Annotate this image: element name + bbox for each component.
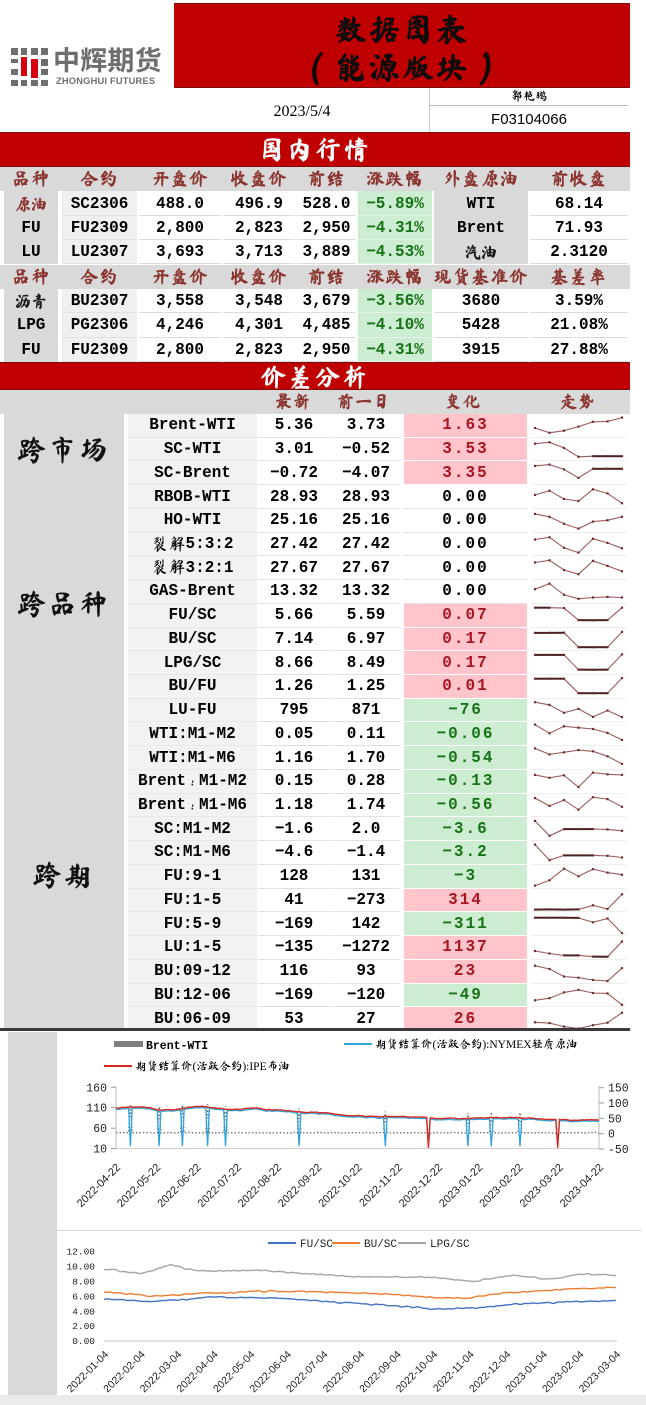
svg-text:Brent-WTI: Brent-WTI [146,1040,208,1053]
svg-text:50: 50 [608,1113,622,1126]
svg-text:-50: -50 [608,1144,629,1157]
svg-text:8.00: 8.00 [72,1277,95,1288]
svg-text:10: 10 [93,1144,107,1157]
svg-text:100: 100 [608,1098,629,1111]
svg-text:4.00: 4.00 [72,1306,95,1317]
svg-text:期货结算价(活跃合约):NYMEX轻质原油: 期货结算价(活跃合约):NYMEX轻质原油 [375,1037,578,1051]
svg-text:2.00: 2.00 [72,1321,95,1332]
svg-text:0: 0 [608,1129,615,1142]
svg-text:BU/SC: BU/SC [364,1239,397,1251]
svg-text:0.00: 0.00 [72,1336,95,1347]
svg-text:160: 160 [86,1082,107,1095]
svg-text:12.00: 12.00 [66,1247,95,1258]
svg-text:10.00: 10.00 [66,1262,95,1273]
svg-text:LPG/SC: LPG/SC [430,1239,470,1251]
svg-text:110: 110 [86,1103,107,1116]
svg-text:6.00: 6.00 [72,1291,95,1302]
svg-text:60: 60 [93,1123,107,1136]
svg-text:FU/SC: FU/SC [300,1239,333,1251]
svg-text:期货结算价(活跃合约):IPE布油: 期货结算价(活跃合约):IPE布油 [135,1059,290,1073]
svg-text:150: 150 [608,1083,629,1096]
